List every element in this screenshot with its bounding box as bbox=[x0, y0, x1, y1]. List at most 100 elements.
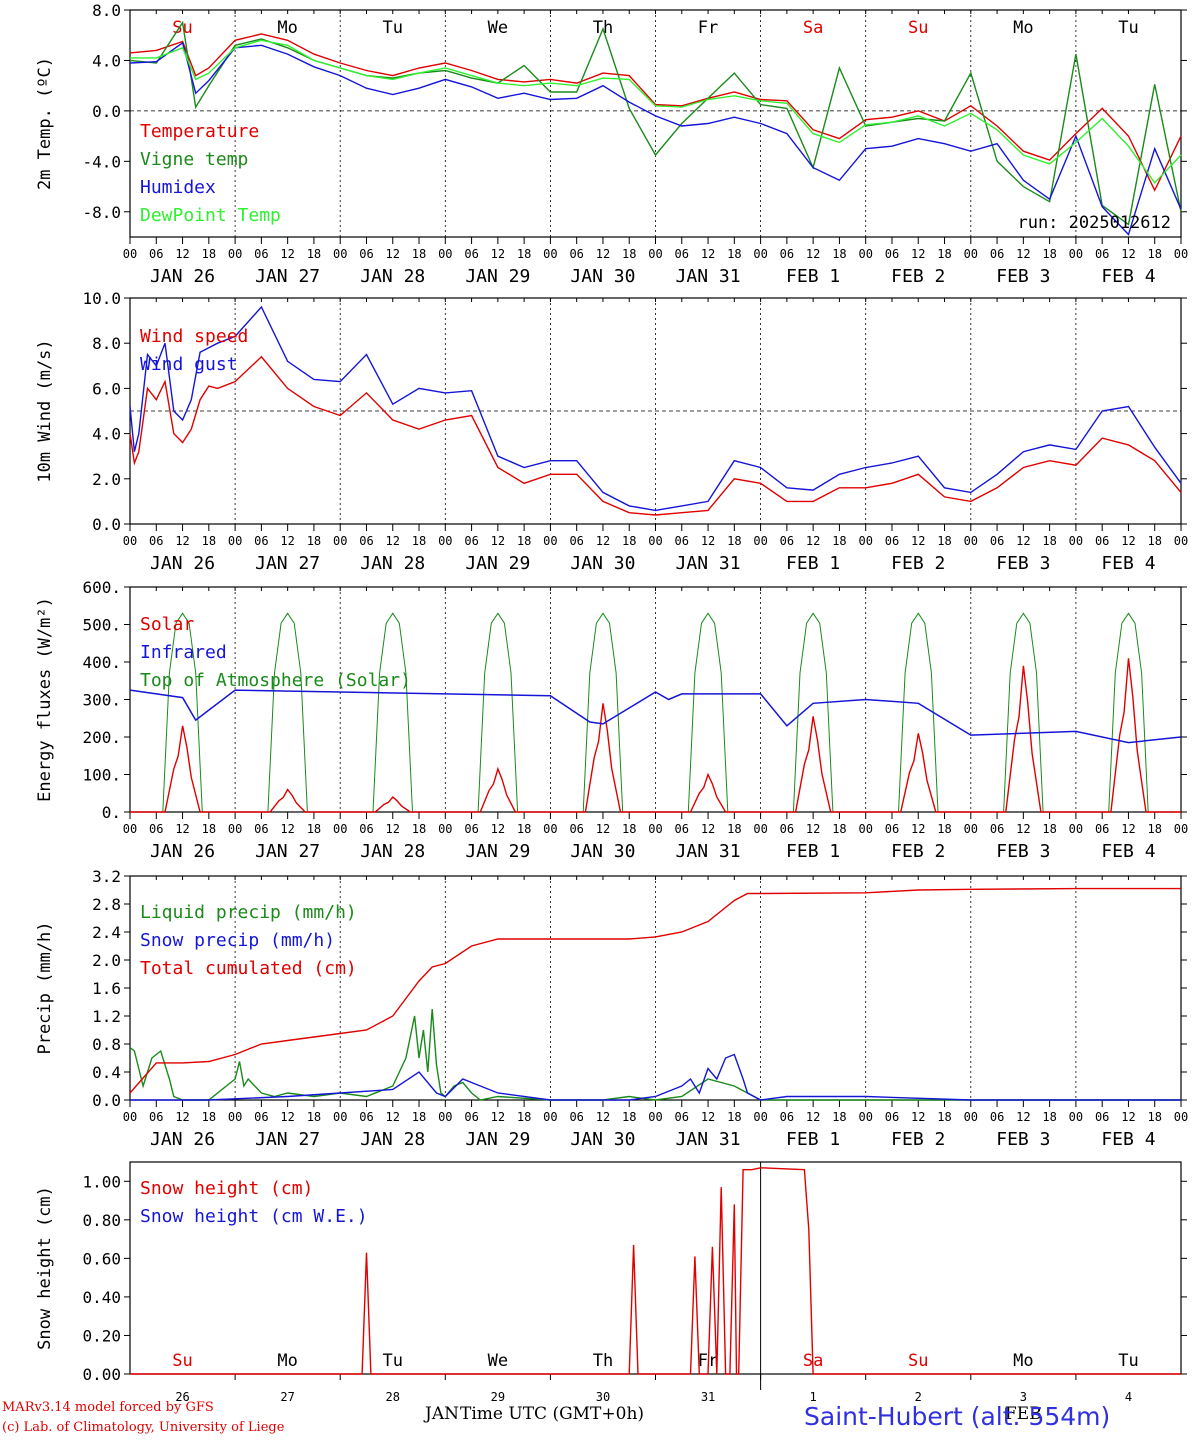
y-tick-label: 8.0 bbox=[92, 1, 121, 20]
hour-label: 18 bbox=[1042, 534, 1056, 548]
hour-label: 06 bbox=[569, 534, 583, 548]
y-tick-label: 10.0 bbox=[82, 289, 121, 308]
hour-label: 06 bbox=[569, 247, 583, 261]
hour-label: 06 bbox=[464, 822, 478, 836]
hour-label: 06 bbox=[675, 822, 689, 836]
hour-label: 12 bbox=[911, 247, 925, 261]
hour-label: 12 bbox=[596, 247, 610, 261]
y-tick-label: 4.0 bbox=[92, 51, 121, 70]
y-tick-label: 0.60 bbox=[82, 1249, 121, 1268]
date-label: JAN 29 bbox=[465, 266, 530, 287]
day-of-week-label: Mo bbox=[1013, 18, 1033, 38]
date-label: FEB 3 bbox=[996, 553, 1050, 574]
hour-label: 06 bbox=[464, 247, 478, 261]
day-number-label: 29 bbox=[491, 1390, 505, 1404]
hour-label: 00 bbox=[858, 247, 872, 261]
day-of-week-label: Su bbox=[908, 1351, 928, 1371]
series-line-2 bbox=[129, 305, 1182, 512]
hour-label: 06 bbox=[885, 1110, 899, 1124]
series-line-1 bbox=[130, 1167, 1181, 1375]
legend-entry: Liquid precip (mm/h) bbox=[140, 902, 357, 923]
y-tick-label: 1.6 bbox=[92, 979, 121, 998]
hour-label: 06 bbox=[149, 822, 163, 836]
day-number-label: 31 bbox=[701, 1390, 715, 1404]
date-label: JAN 29 bbox=[465, 841, 530, 862]
hour-label: 18 bbox=[622, 822, 636, 836]
hour-label: 12 bbox=[1121, 1110, 1135, 1124]
hour-label: 00 bbox=[1174, 1110, 1188, 1124]
date-label: JAN 30 bbox=[570, 266, 635, 287]
series-line-solar bbox=[130, 658, 1181, 813]
y-tick-label: 200. bbox=[82, 728, 121, 747]
hour-label: 18 bbox=[727, 1110, 741, 1124]
lab-credit: (c) Lab. of Climatology, University of L… bbox=[2, 1420, 285, 1435]
hour-label: 06 bbox=[149, 1110, 163, 1124]
y-tick-label: 2.0 bbox=[92, 951, 121, 970]
hour-label: 06 bbox=[569, 822, 583, 836]
day-number-label: 1 bbox=[810, 1390, 817, 1404]
day-of-week-label: We bbox=[488, 1351, 508, 1371]
date-label: JAN 29 bbox=[465, 553, 530, 574]
hour-label: 00 bbox=[964, 822, 978, 836]
date-label: FEB 1 bbox=[786, 553, 840, 574]
legend-entry: Wind speed bbox=[140, 326, 248, 347]
hour-label: 18 bbox=[1042, 1110, 1056, 1124]
date-label: FEB 4 bbox=[1101, 553, 1155, 574]
plot-frame bbox=[129, 9, 1182, 238]
hour-label: 06 bbox=[1095, 534, 1109, 548]
hour-label: 18 bbox=[937, 247, 951, 261]
panel-4: 3.2 2.8 2.4 2.0 1.6 1.2 0.8 0.4 0.0 Precip (mm/h)… bbox=[35, 867, 1188, 1150]
hour-label: 06 bbox=[149, 247, 163, 261]
y-tick-label: 8.0 bbox=[92, 334, 121, 353]
hour-label: 12 bbox=[491, 822, 505, 836]
hour-label: 06 bbox=[780, 247, 794, 261]
hour-label: 18 bbox=[307, 1110, 321, 1124]
y-axis-label: Energy fluxes (W/m²) bbox=[35, 597, 55, 802]
hour-label: 00 bbox=[964, 247, 978, 261]
hour-label: 00 bbox=[858, 534, 872, 548]
day-of-week-label: We bbox=[488, 18, 508, 38]
date-label: JAN 31 bbox=[676, 266, 741, 287]
date-label: JAN 29 bbox=[465, 1129, 530, 1150]
hour-label: 06 bbox=[254, 534, 268, 548]
hour-label: 12 bbox=[701, 534, 715, 548]
hour-label: 18 bbox=[937, 1110, 951, 1124]
day-number-label: 27 bbox=[280, 1390, 294, 1404]
hour-label: 06 bbox=[885, 247, 899, 261]
y-tick-label: 1.00 bbox=[82, 1172, 121, 1191]
hour-label: 18 bbox=[1147, 534, 1161, 548]
y-axis-label: 10m Wind (m/s) bbox=[35, 339, 55, 482]
series-line-2 bbox=[129, 20, 1182, 226]
y-tick-label: 2.0 bbox=[92, 470, 121, 489]
date-label: JAN 31 bbox=[676, 841, 741, 862]
legend-entry: Total cumulated (cm) bbox=[140, 958, 357, 979]
hour-label: 00 bbox=[333, 822, 347, 836]
hour-label: 12 bbox=[911, 1110, 925, 1124]
date-label: JAN 30 bbox=[570, 1129, 635, 1150]
hour-label: 18 bbox=[1042, 247, 1056, 261]
date-label: JAN 30 bbox=[570, 553, 635, 574]
hour-label: 12 bbox=[806, 534, 820, 548]
day-of-week-label: Su bbox=[172, 18, 192, 38]
hour-label: 00 bbox=[858, 1110, 872, 1124]
y-tick-label: 500. bbox=[82, 616, 121, 635]
y-tick-label: 600. bbox=[82, 578, 121, 597]
series-line-4 bbox=[130, 39, 1182, 184]
hour-label: 00 bbox=[543, 1110, 557, 1124]
hour-label: 12 bbox=[701, 247, 715, 261]
hour-label: 06 bbox=[464, 534, 478, 548]
month-right-label: FEB bbox=[1005, 1404, 1042, 1424]
hour-label: 12 bbox=[175, 534, 189, 548]
date-label: FEB 2 bbox=[891, 553, 945, 574]
hour-label: 00 bbox=[648, 247, 662, 261]
station-name: Saint-Hubert (alt. 554m) bbox=[804, 1402, 1111, 1431]
hour-label: 06 bbox=[359, 247, 373, 261]
day-of-week-label: Mo bbox=[277, 18, 297, 38]
y-axis-label: Snow height (cm) bbox=[35, 1186, 55, 1350]
hour-label: 06 bbox=[149, 534, 163, 548]
hour-label: 12 bbox=[280, 247, 294, 261]
hour-label: 12 bbox=[701, 1110, 715, 1124]
hour-label: 00 bbox=[1174, 822, 1188, 836]
hour-label: 12 bbox=[491, 247, 505, 261]
